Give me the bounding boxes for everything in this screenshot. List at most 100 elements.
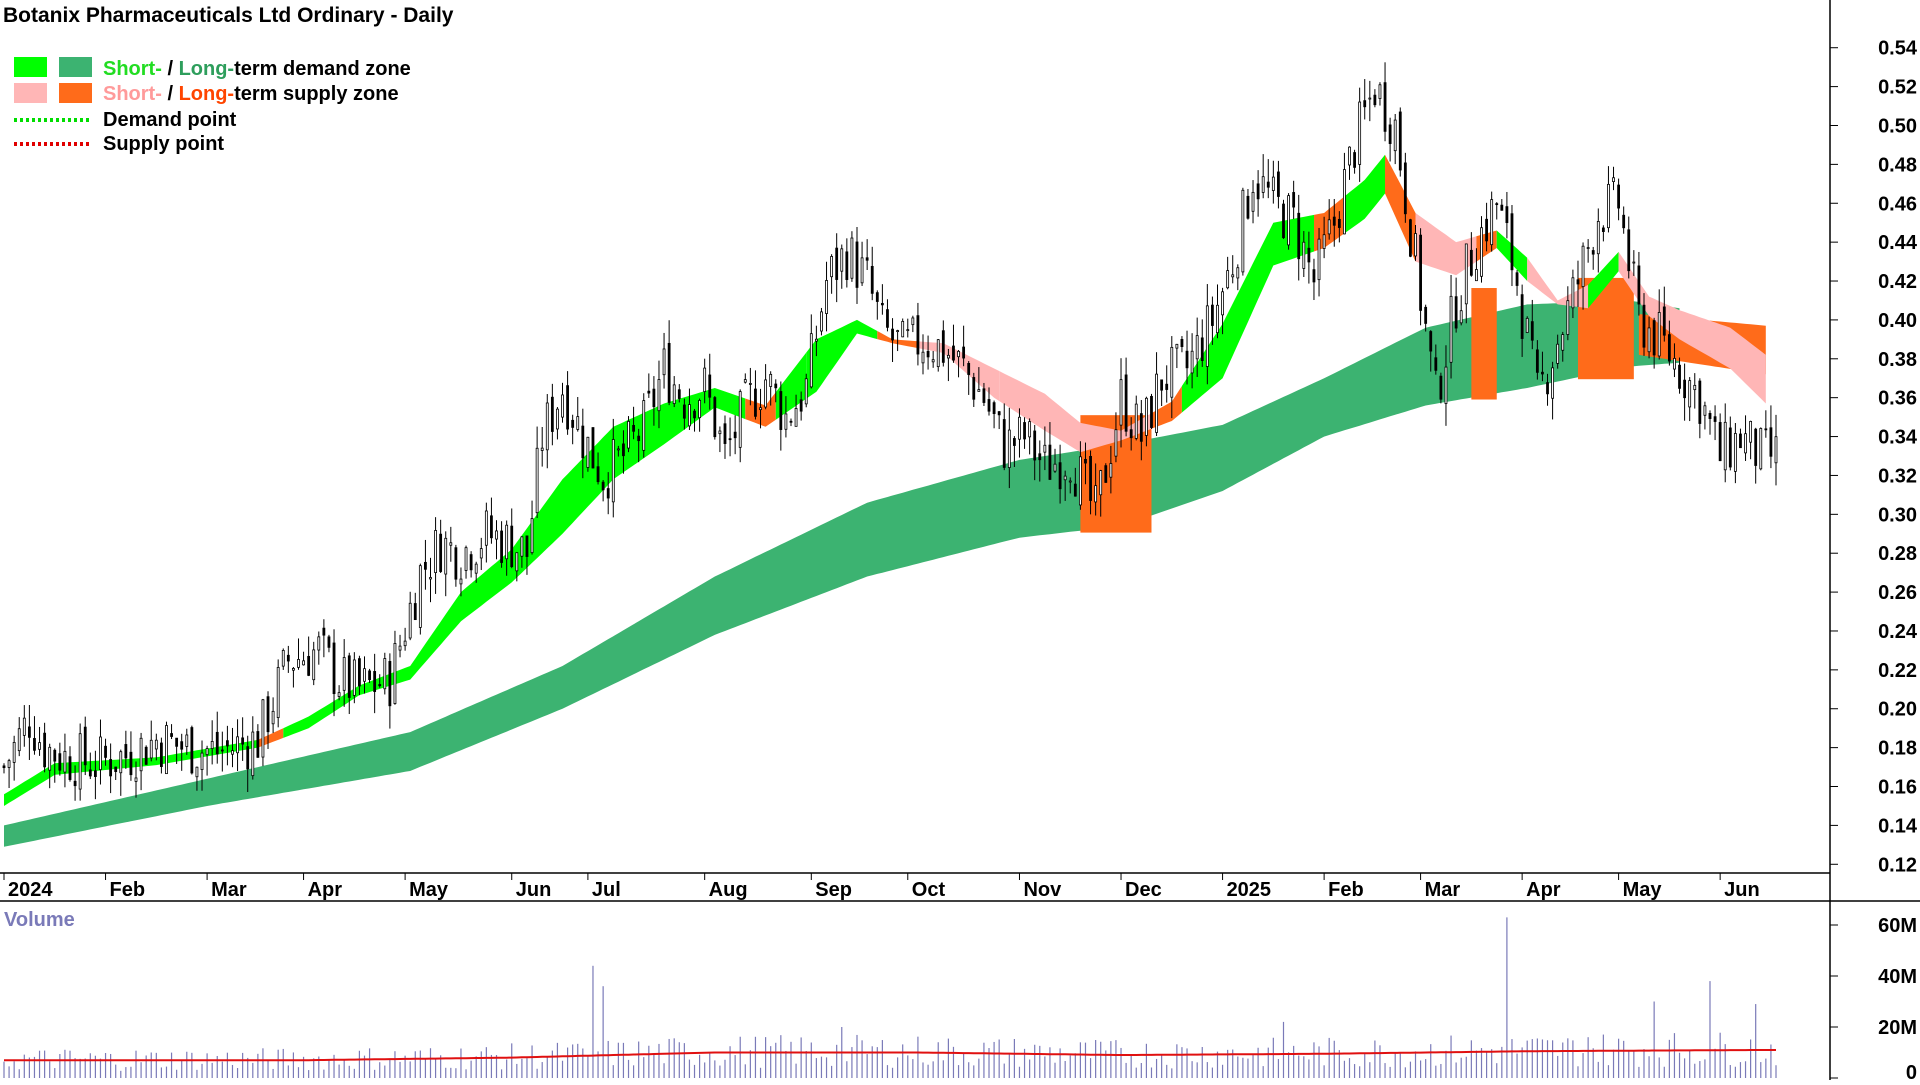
candle-body	[596, 466, 600, 483]
candle-body	[464, 547, 468, 571]
candle-body	[73, 780, 77, 787]
candle-body	[58, 753, 62, 771]
candle-body	[1647, 327, 1651, 353]
candle-body	[408, 602, 412, 639]
candle-body	[997, 411, 1001, 416]
candle-body	[505, 524, 509, 560]
candle-body	[1043, 444, 1047, 453]
month-tick-label: Mar	[1425, 879, 1461, 901]
candle-body	[703, 367, 707, 393]
candle-body	[540, 447, 544, 451]
candle-body	[1378, 84, 1382, 99]
candle-body	[1175, 343, 1179, 349]
candle-body	[159, 742, 163, 767]
legend-swatch-long-demand	[59, 57, 92, 77]
candle-body	[1769, 427, 1773, 457]
candle-body	[1652, 320, 1656, 356]
candle-body	[886, 309, 889, 328]
candle-body	[1566, 300, 1570, 335]
candle-body	[33, 738, 36, 751]
candle-body	[276, 667, 280, 718]
month-tick-label: Mar	[211, 879, 247, 901]
candle-body	[733, 431, 737, 439]
short-term-supply-zone	[877, 331, 918, 349]
candle-body	[1429, 331, 1433, 352]
candle-body	[83, 726, 87, 766]
candle-body	[616, 448, 620, 451]
short-term-demand-zone	[775, 352, 807, 420]
candle-body	[977, 389, 981, 392]
candle-body	[1673, 357, 1676, 370]
candle-body	[743, 379, 747, 383]
candle-body	[916, 315, 920, 355]
candle-body	[104, 745, 107, 758]
candle-body	[12, 742, 16, 763]
candle-body	[251, 731, 255, 777]
candle-body	[144, 746, 148, 765]
candle-body	[1368, 97, 1372, 100]
candle-body	[1337, 218, 1341, 228]
candle-body	[424, 561, 427, 570]
candle-body	[946, 354, 950, 359]
candle-body	[647, 390, 651, 394]
chart-title: Botanix Pharmaceuticals Ltd Ordinary - D…	[3, 4, 454, 27]
candle-body	[1271, 176, 1275, 191]
candle-body	[576, 416, 580, 430]
candle-body	[1134, 403, 1138, 439]
candle-body	[1089, 455, 1092, 501]
candle-body	[1195, 335, 1199, 360]
candle-body	[449, 542, 453, 546]
candle-body	[226, 740, 229, 747]
candle-body	[1525, 317, 1529, 333]
candle-body	[373, 671, 377, 692]
candle-body	[1774, 436, 1778, 464]
candle-body	[22, 717, 26, 736]
candle-body	[241, 737, 245, 745]
candle-body	[1353, 152, 1356, 168]
candle-body	[352, 659, 356, 696]
candle-body	[1170, 346, 1174, 398]
candle-body	[845, 251, 849, 280]
candle-body	[875, 292, 879, 302]
candle-body	[1018, 416, 1021, 440]
candle-body	[495, 530, 498, 540]
candle-body	[1739, 433, 1742, 449]
candle-body	[1556, 343, 1560, 364]
volume-layer	[3, 917, 1777, 1078]
month-tick-label: Jun	[516, 879, 552, 901]
short-term-supply-zone	[1151, 386, 1182, 429]
candle-body	[708, 374, 712, 398]
candle-body	[693, 410, 696, 419]
candle-body	[1723, 421, 1727, 471]
candle-body	[667, 342, 671, 403]
month-tick-label: Jun	[1724, 879, 1760, 901]
candle-body	[322, 627, 326, 636]
candle-body	[520, 536, 524, 557]
candle-body	[860, 257, 864, 284]
candle-body	[1084, 458, 1087, 464]
candle-body	[926, 350, 930, 358]
candle-body	[764, 379, 768, 408]
candle-body	[347, 655, 351, 698]
candle-body	[1292, 192, 1296, 208]
candle-body	[1454, 296, 1458, 329]
candle-body	[1124, 374, 1128, 432]
short-term-demand-zone	[283, 388, 746, 738]
candle-body	[7, 760, 11, 768]
legend-swatch-short-demand	[14, 57, 47, 77]
price-tick-label: 0.52	[1878, 77, 1917, 99]
candle-body	[799, 399, 803, 412]
candle-body	[1160, 379, 1164, 391]
candle-body	[1277, 171, 1280, 197]
candle-body	[297, 659, 300, 668]
candle-body	[1256, 183, 1260, 200]
candle-body	[1150, 395, 1153, 428]
candle-body	[1449, 295, 1453, 363]
candle-body	[398, 645, 402, 651]
short-term-supply-zone	[999, 371, 1152, 453]
candle-body	[165, 725, 168, 775]
candle-body	[109, 759, 113, 777]
candle-body	[490, 515, 493, 539]
candle-body	[1145, 397, 1148, 436]
candle-body	[591, 427, 595, 469]
